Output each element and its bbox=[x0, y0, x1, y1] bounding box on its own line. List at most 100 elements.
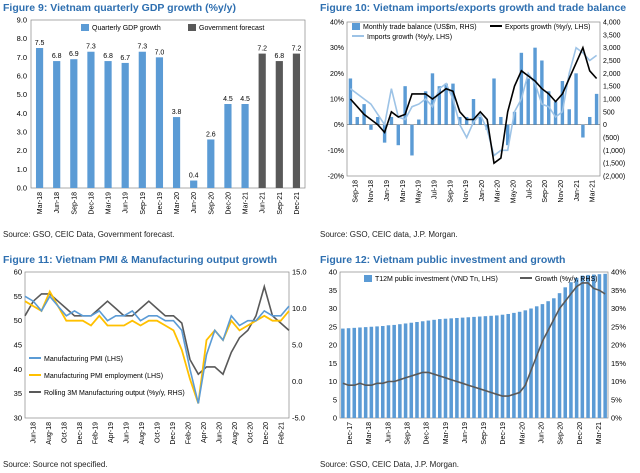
left-tick-label: 10 bbox=[329, 377, 337, 386]
imports-growth-line bbox=[349, 46, 598, 157]
trade-balance-bar bbox=[526, 78, 530, 125]
figure-10-source: Source: GSO, CEIC data, J.P. Morgan. bbox=[320, 230, 458, 239]
trade-balance-bar bbox=[444, 83, 448, 125]
public-investment-bar bbox=[403, 323, 408, 418]
bar-data-label: 4.5 bbox=[223, 96, 233, 103]
x-tick-label: Mar-20 bbox=[519, 422, 526, 444]
x-tick-label: Dec-20 bbox=[577, 422, 584, 445]
legend-exports-label: Exports growth (%y/y, LHS) bbox=[505, 24, 590, 31]
right-tick-label: (1,500) bbox=[603, 161, 625, 168]
gdp-bar bbox=[155, 57, 164, 189]
gdp-bar bbox=[138, 51, 146, 188]
legend-gdp-label: Quarterly GDP growth bbox=[92, 25, 161, 32]
legend-imports-label: Imports growth (%y/y, LHS) bbox=[367, 34, 452, 41]
x-tick-label: Jun-18 bbox=[54, 192, 61, 214]
x-tick-label: Mar-21 bbox=[590, 180, 597, 202]
trade-balance-bar bbox=[376, 116, 380, 125]
right-tick-label: 25% bbox=[611, 322, 626, 331]
y-tick-label: 7.0 bbox=[17, 53, 27, 62]
x-tick-label: Jun-20 bbox=[217, 422, 224, 444]
public-investment-bar bbox=[603, 273, 607, 418]
x-tick-label: May-19 bbox=[416, 180, 423, 203]
trade-balance-bar bbox=[396, 124, 400, 146]
legend-mfg-output-label: Rolling 3M Manufacturing output (%y/y, R… bbox=[44, 390, 185, 397]
x-tick-label: Jan-21 bbox=[574, 180, 581, 202]
legend-trade-balance-label: Monthly trade balance (US$m, RHS) bbox=[363, 24, 477, 31]
x-tick-label: Aug-18 bbox=[46, 422, 53, 445]
plot-frame bbox=[346, 21, 601, 177]
public-investment-bar bbox=[466, 317, 471, 418]
x-tick-label: Jun-19 bbox=[123, 422, 130, 444]
gdp-bar bbox=[258, 53, 266, 188]
figure-12-source: Source: GSO, CEIC Data, J.P. Morgan. bbox=[320, 460, 460, 469]
x-tick-label: Dec-17 bbox=[347, 422, 354, 445]
x-tick-label: Sep-19 bbox=[481, 422, 488, 445]
left-tick-label: 10% bbox=[330, 97, 344, 104]
figure-12-title: Figure 12: Vietnam public investment and… bbox=[320, 254, 566, 266]
bar-data-label: 6.8 bbox=[103, 53, 113, 60]
right-tick-label: 2,000 bbox=[603, 71, 621, 78]
x-tick-label: Jun-18 bbox=[30, 422, 37, 444]
legend-public-investment-label: T12M public investment (VND Tn, LHS) bbox=[375, 276, 498, 283]
public-investment-bar bbox=[438, 319, 442, 418]
public-investment-bar bbox=[506, 313, 510, 418]
trade-balance-bar bbox=[403, 86, 407, 125]
figure-10-panel: Figure 10: Vietnam imports/exports growt… bbox=[320, 2, 638, 242]
y-tick-label: 3.0 bbox=[17, 128, 27, 137]
right-tick-label: (1,000) bbox=[603, 148, 625, 155]
gdp-bar bbox=[241, 104, 249, 188]
trade-balance-bar bbox=[382, 124, 387, 143]
figure-10-chart: -20% -10% 0% 10% 20% 30% 40% (2,000) (1,500) (1,0… bbox=[328, 20, 626, 204]
left-tick-label: 5 bbox=[333, 395, 337, 404]
public-investment-bar bbox=[352, 327, 357, 418]
x-tick-label: Dec-20 bbox=[263, 422, 270, 445]
public-investment-bar bbox=[552, 298, 556, 418]
x-tick-label: Jun-19 bbox=[123, 192, 130, 214]
x-tick-label: Feb-21 bbox=[279, 422, 286, 444]
x-tick-label: Sep-18 bbox=[352, 180, 359, 203]
right-tick-label: 20% bbox=[611, 341, 626, 350]
trade-balance-bar bbox=[519, 52, 524, 125]
right-tick-label: 15.0 bbox=[292, 268, 307, 277]
x-tick-label: Nov-20 bbox=[558, 180, 565, 203]
bar-data-label: 6.9 bbox=[69, 51, 79, 58]
trade-balance-bar bbox=[492, 78, 496, 125]
x-tick-label: Jan-20 bbox=[479, 180, 486, 202]
right-tick-label: 10% bbox=[611, 377, 626, 386]
left-tick-label: -20% bbox=[328, 174, 344, 181]
left-tick-label: 45 bbox=[14, 341, 22, 350]
figure-9-chart: 0.0 1.0 2.0 3.0 4.0 5.0 6.0 7.0 8.0 9.0 7.5 Mar-18 6… bbox=[17, 16, 306, 215]
public-investment-bar bbox=[512, 312, 516, 418]
trade-balance-bar bbox=[588, 116, 592, 125]
figure-11-title: Figure 11: Vietnam PMI & Manufacturing o… bbox=[3, 254, 277, 266]
trade-balance-bar bbox=[574, 73, 578, 125]
trade-balance-bar bbox=[505, 124, 510, 146]
gdp-bar bbox=[190, 180, 198, 188]
trade-balance-bar bbox=[485, 124, 489, 130]
public-investment-bar bbox=[529, 308, 533, 418]
y-tick-label: 6.0 bbox=[17, 72, 27, 81]
gdp-bar bbox=[172, 117, 181, 188]
x-tick-label: Sep-20 bbox=[542, 180, 549, 203]
legend-growth-label: Growth (%y/y, RHS) bbox=[535, 276, 598, 283]
x-tick-label: Dec-18 bbox=[77, 422, 84, 445]
pmi-employment-line bbox=[24, 289, 290, 404]
x-tick-label: Dec-18 bbox=[88, 192, 95, 215]
x-tick-label: Dec-19 bbox=[500, 422, 507, 445]
exports-growth-line bbox=[349, 45, 598, 165]
x-tick-label: Jul-20 bbox=[526, 180, 533, 199]
figure-11-chart: 30 35 40 45 50 55 60 -5.0 0.0 5.0 10.0 15.0 Jun-18 Au… bbox=[14, 268, 307, 445]
bar-data-label: 7.2 bbox=[292, 46, 302, 53]
public-investment-bar bbox=[569, 282, 573, 418]
legend-forecast-swatch bbox=[188, 24, 196, 31]
right-tick-label: 1,500 bbox=[603, 84, 621, 91]
right-tick-label: 30% bbox=[611, 304, 626, 313]
y-tick-label: 0.0 bbox=[17, 184, 27, 193]
x-tick-label: Mar-19 bbox=[106, 192, 113, 214]
legend-pmi-label: Manufacturing PMI (LHS) bbox=[44, 356, 123, 363]
trade-balance-bar bbox=[499, 116, 503, 125]
x-tick-label: Dec-20 bbox=[225, 192, 232, 215]
x-tick-label: Jun-21 bbox=[260, 192, 267, 214]
x-tick-label: Oct-18 bbox=[61, 422, 68, 443]
trade-balance-bar bbox=[348, 78, 353, 125]
